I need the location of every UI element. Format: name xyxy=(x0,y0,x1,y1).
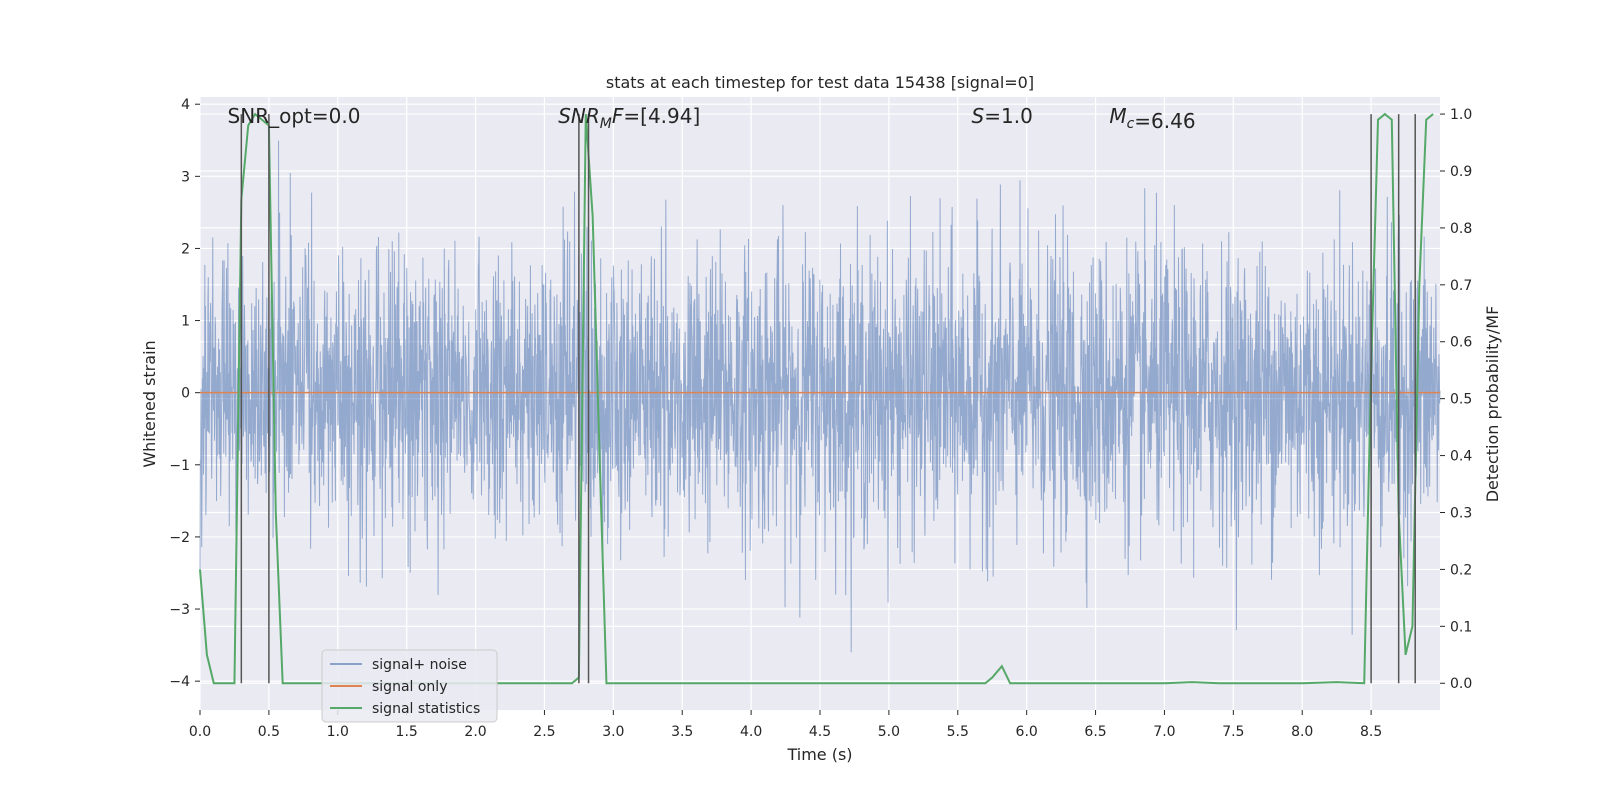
x-tick-label: 2.5 xyxy=(533,724,555,740)
y2-tick-label: 0.3 xyxy=(1450,505,1472,521)
x-tick-label: 4.0 xyxy=(740,724,762,740)
vertical-markers xyxy=(240,114,1416,684)
y2-axis-label: Detection probability/MF xyxy=(1483,306,1502,503)
series-layer xyxy=(199,112,1440,685)
annotation-symbol: S xyxy=(972,104,985,128)
signal-statistics-line xyxy=(199,112,1434,685)
y-tick-label: 4 xyxy=(181,97,190,113)
annotation-label: SNR_opt=0.0 xyxy=(228,104,361,128)
annotation-value: =6.46 xyxy=(1134,109,1195,133)
annotation-symbol: M xyxy=(1109,104,1126,128)
y2-tick-label: 0.8 xyxy=(1450,221,1472,237)
y-tick-label: −3 xyxy=(169,602,190,618)
y-tick-label: −1 xyxy=(169,458,190,474)
y-tick-label: 0 xyxy=(181,386,190,402)
y-axis-label: Whitened strain xyxy=(140,340,159,467)
annotation-symbol-suffix: F xyxy=(612,104,624,128)
signal-noise-series xyxy=(199,140,1441,653)
y2-tick-label: 0.9 xyxy=(1450,164,1472,180)
y2-tick-label: 1.0 xyxy=(1450,107,1472,123)
y2-tick-label: 0.5 xyxy=(1450,392,1472,408)
y-tick-label: 1 xyxy=(181,314,190,330)
legend-box xyxy=(321,649,498,723)
y-tick-label: 3 xyxy=(181,169,190,185)
x-axis-label: Time (s) xyxy=(786,745,852,764)
x-tick-label: 6.5 xyxy=(1084,724,1106,740)
x-tick-label: 6.0 xyxy=(1016,724,1038,740)
legend-item-label: signal+ noise xyxy=(372,657,467,673)
x-tick-label: 0.0 xyxy=(189,724,211,740)
annotation-label: S=1.0 xyxy=(972,104,1033,128)
legend-item-label: signal statistics xyxy=(372,701,480,717)
y2-tick-label: 0.6 xyxy=(1450,335,1472,351)
x-tick-label: 8.5 xyxy=(1360,724,1382,740)
annotation-subscript: c xyxy=(1127,116,1135,132)
legend: signal+ noise signal only signal statistic… xyxy=(321,649,498,723)
y-tick-label: −4 xyxy=(169,674,190,690)
x-tick-label: 1.5 xyxy=(396,724,418,740)
y2-axis-ticks: 0.0 0.1 0.2 0.3 0.4 0.5 0.6 0.7 0.8 0.9 1.0 xyxy=(1440,107,1472,692)
y-axis-ticks: −4 −3 −2 −1 0 1 2 3 4 xyxy=(169,97,200,690)
annotation-label: SNRMF=[4.94] xyxy=(558,104,700,132)
chart-title: stats at each timestep for test data 154… xyxy=(606,73,1034,92)
y-tick-label: 2 xyxy=(181,241,190,257)
x-tick-label: 7.5 xyxy=(1222,724,1244,740)
y2-tick-label: 0.4 xyxy=(1450,449,1472,465)
y2-tick-label: 0.1 xyxy=(1450,619,1472,635)
annotation-value: =0.0 xyxy=(312,104,361,128)
x-tick-label: 3.0 xyxy=(602,724,624,740)
annotations: SNR_opt=0.0 SNRMF=[4.94] S=1.0 Mc=6.46 xyxy=(228,104,1196,133)
annotation-subscript: M xyxy=(600,116,612,132)
legend-item-label: signal only xyxy=(372,679,447,695)
annotation-value: =[4.94] xyxy=(623,104,700,128)
x-tick-label: 4.5 xyxy=(809,724,831,740)
x-tick-label: 5.5 xyxy=(947,724,969,740)
x-tick-label: 8.0 xyxy=(1291,724,1313,740)
x-tick-label: 3.5 xyxy=(671,724,693,740)
annotation-label: Mc=6.46 xyxy=(1109,104,1195,133)
annotation-symbol: SNR_opt xyxy=(228,104,312,128)
x-tick-label: 0.5 xyxy=(258,724,280,740)
y2-tick-label: 0.7 xyxy=(1450,278,1472,294)
y2-tick-label: 0.2 xyxy=(1450,562,1472,578)
x-tick-label: 1.0 xyxy=(327,724,349,740)
x-tick-label: 5.0 xyxy=(878,724,900,740)
x-tick-label: 7.0 xyxy=(1153,724,1175,740)
y-tick-label: −2 xyxy=(169,530,190,546)
annotation-value: =1.0 xyxy=(984,104,1033,128)
annotation-symbol: SNR xyxy=(558,104,600,128)
y2-tick-label: 0.0 xyxy=(1450,676,1472,692)
x-axis-ticks: 0.0 0.5 1.0 1.5 2.0 2.5 3.0 3.5 4.0 4.5 5.0 5.5 6.0 6… xyxy=(189,710,1382,740)
x-tick-label: 2.0 xyxy=(464,724,486,740)
signal-noise-line xyxy=(199,140,1441,653)
